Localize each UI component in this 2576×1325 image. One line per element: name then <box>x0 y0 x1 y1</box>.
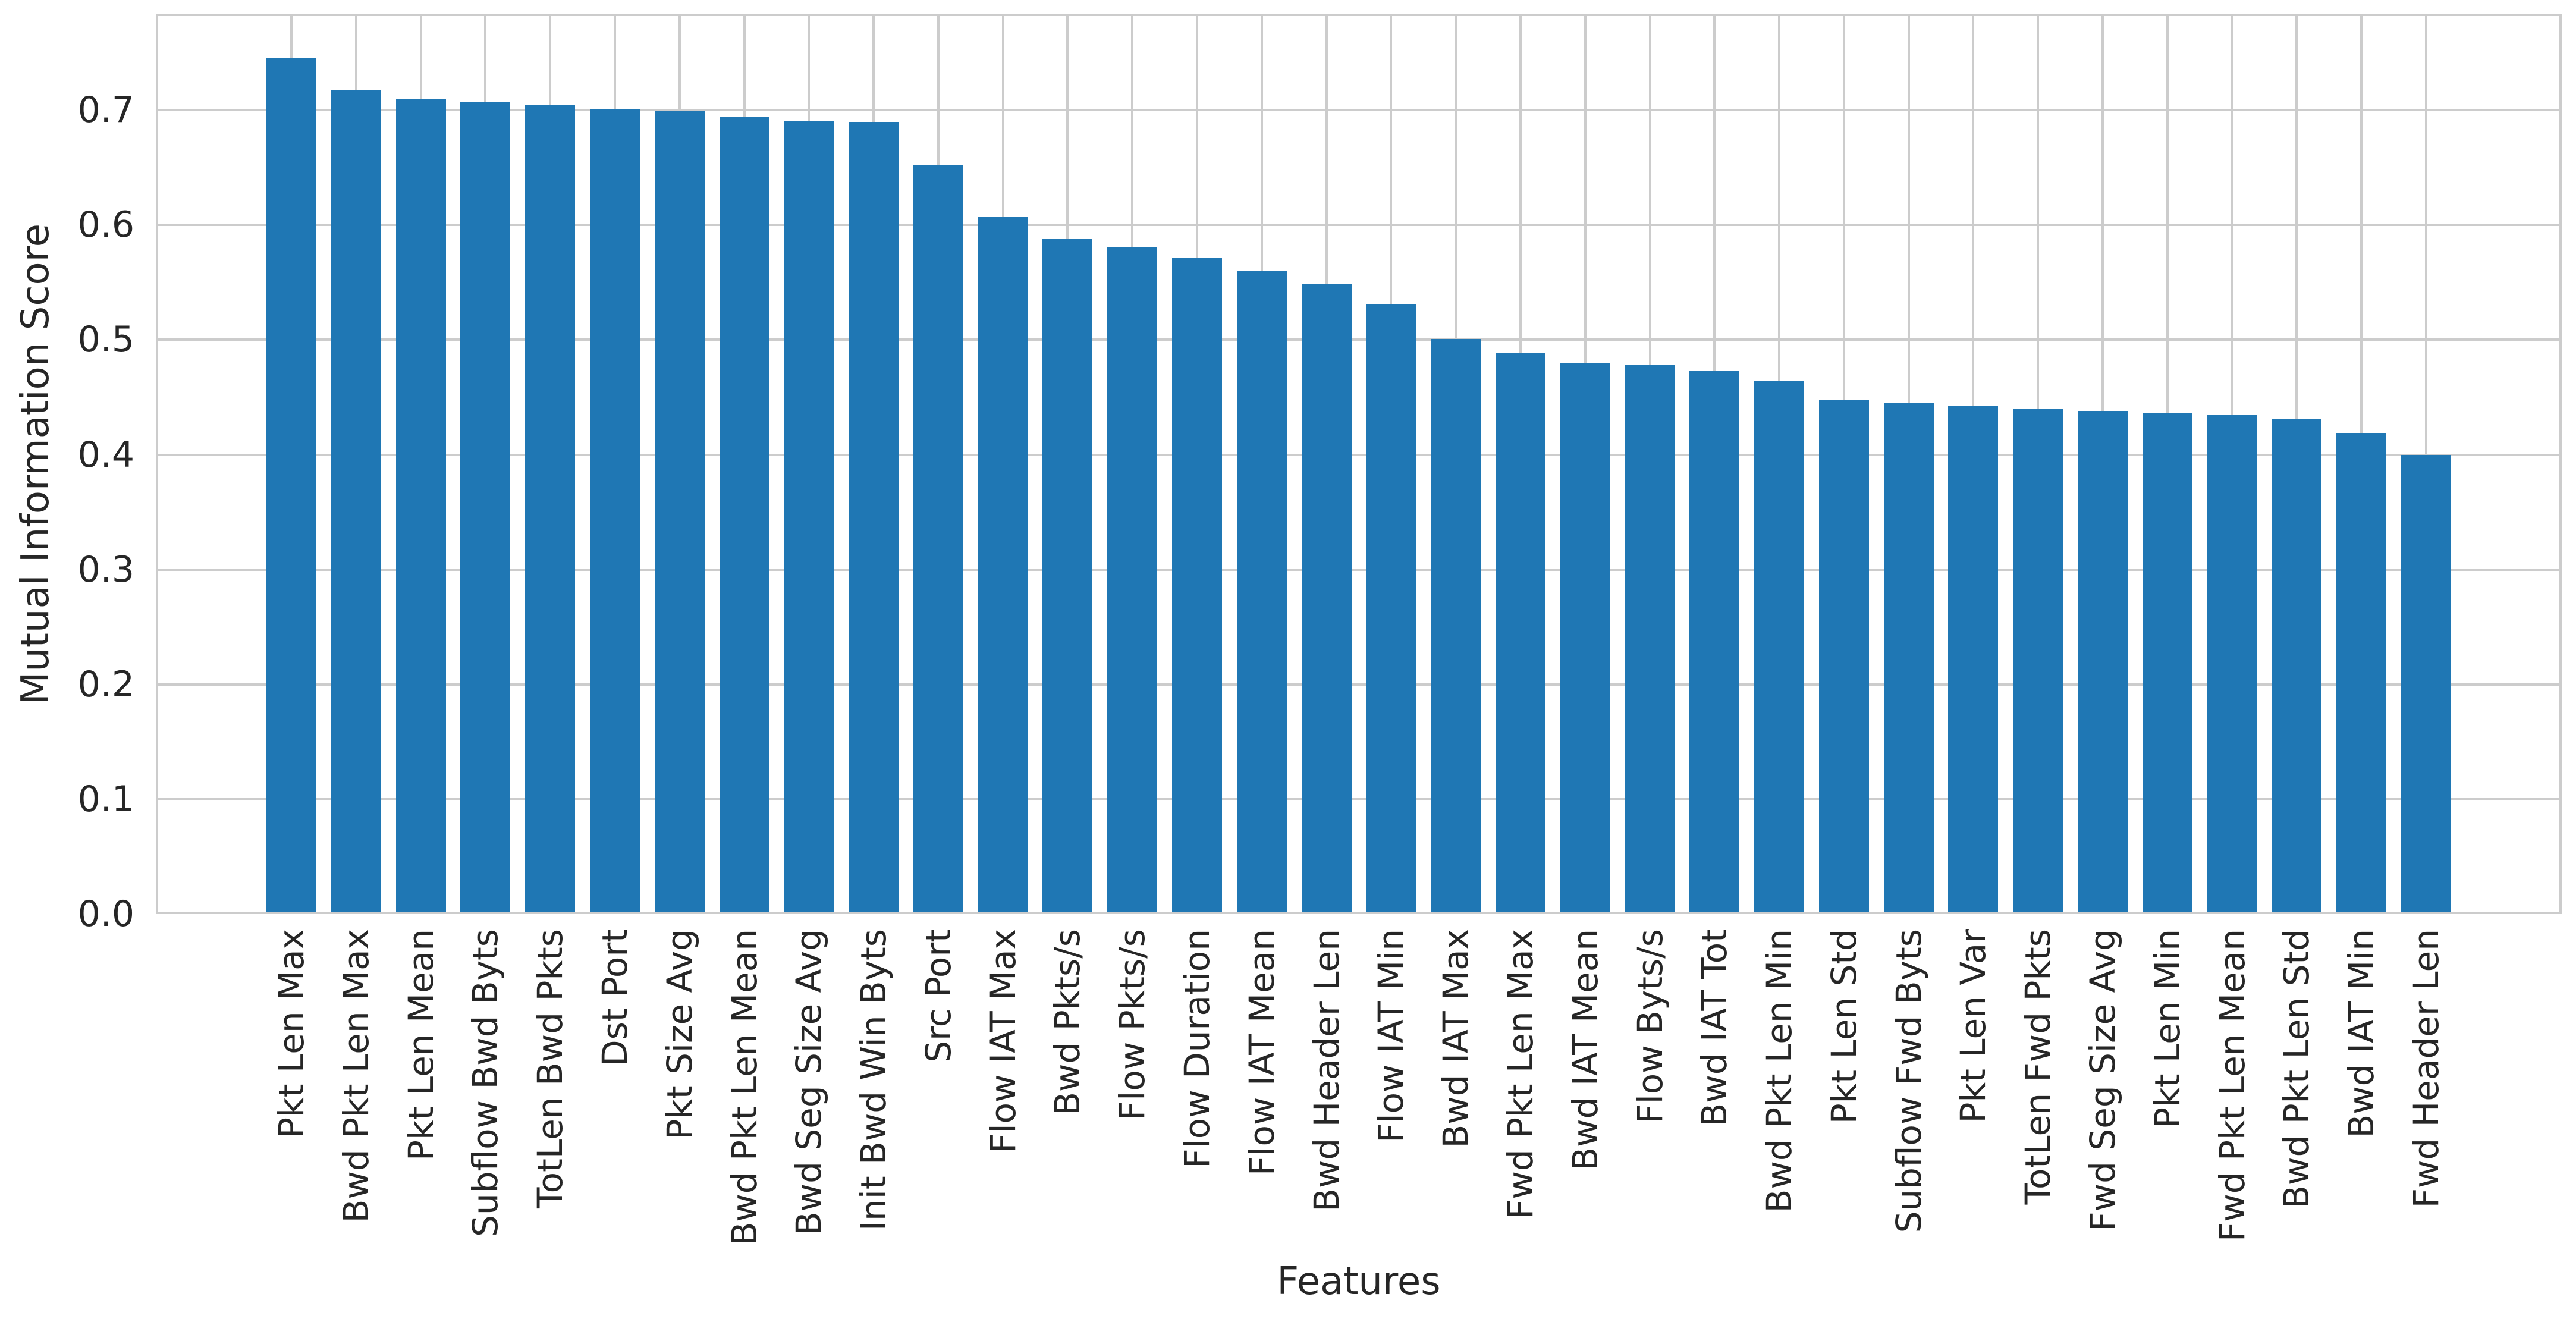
bar <box>2142 413 2192 914</box>
x-tick-label: Pkt Len Min <box>2147 929 2188 1128</box>
y-tick-label: 0.1 <box>77 778 134 820</box>
x-tick-label: Bwd Seg Size Avg <box>788 929 830 1236</box>
x-tick-label: Pkt Size Avg <box>659 929 700 1140</box>
bar <box>1107 247 1158 914</box>
x-tick-label: Flow IAT Mean <box>1241 929 1282 1176</box>
y-tick-label: 0.0 <box>77 893 134 935</box>
bar <box>2207 414 2257 914</box>
x-tick-label: Flow Duration <box>1177 929 1218 1169</box>
x-tick-label: Pkt Len Max <box>271 929 312 1138</box>
x-tick-label: Bwd Header Len <box>1306 929 1347 1212</box>
x-tick-label: Bwd IAT Max <box>1435 929 1477 1148</box>
x-tick-label: Bwd Pkt Len Min <box>1759 929 1800 1213</box>
x-tick-label: Flow Byts/s <box>1629 929 1670 1124</box>
bar <box>1625 365 1675 914</box>
y-tick-label: 0.6 <box>77 204 134 246</box>
x-tick-label: Pkt Len Std <box>1823 929 1864 1125</box>
x-tick-label: Dst Port <box>594 929 635 1067</box>
bar <box>1431 338 1481 914</box>
bar <box>266 58 316 914</box>
bar <box>784 120 834 914</box>
x-tick-label: Fwd Seg Size Avg <box>2082 929 2123 1232</box>
bar <box>1689 371 1740 914</box>
x-tick-label: Init Bwd Win Byts <box>853 929 894 1232</box>
y-gridline <box>156 109 2562 112</box>
bar <box>1366 304 1416 914</box>
x-tick-label: TotLen Fwd Pkts <box>2018 929 2059 1205</box>
bar <box>1301 283 1352 914</box>
bar <box>654 111 705 914</box>
y-tick-label: 0.5 <box>77 319 134 361</box>
x-axis-label: Features <box>1277 1260 1441 1304</box>
y-tick-label: 0.4 <box>77 434 134 476</box>
x-tick-label: Bwd Pkt Len Max <box>335 929 376 1223</box>
x-tick-label: Subflow Fwd Byts <box>1888 929 1929 1233</box>
x-tick-label: Bwd IAT Mean <box>1565 929 1606 1171</box>
x-tick-label: Subflow Bwd Byts <box>465 929 506 1237</box>
bar <box>2401 454 2451 914</box>
bar <box>1495 352 1545 914</box>
x-tick-label: Bwd Pkt Len Std <box>2276 929 2317 1209</box>
y-gridline <box>156 683 2562 686</box>
bar <box>525 104 576 914</box>
bar <box>331 90 381 914</box>
bar <box>1883 403 1934 914</box>
bar <box>1042 238 1093 914</box>
bar <box>1818 399 1869 914</box>
bar <box>978 216 1028 914</box>
y-gridline <box>156 568 2562 571</box>
bar <box>1236 271 1287 914</box>
x-tick-label: Flow Pkts/s <box>1112 929 1153 1121</box>
x-tick-label: Flow IAT Min <box>1371 929 1412 1143</box>
x-tick-label: Pkt Len Mean <box>400 929 441 1161</box>
bar <box>395 98 446 914</box>
bar <box>849 121 899 914</box>
x-tick-label: Flow IAT Max <box>982 929 1023 1153</box>
x-tick-label: Fwd Pkt Len Max <box>1500 929 1541 1219</box>
y-gridline <box>156 338 2562 341</box>
x-tick-label: Pkt Len Var <box>1953 929 1994 1123</box>
bar <box>1948 406 1999 914</box>
bar <box>2272 419 2322 914</box>
bar <box>460 102 511 914</box>
plot-border <box>156 14 2562 914</box>
bar <box>719 117 769 914</box>
y-gridline <box>156 797 2562 800</box>
x-tick-label: Bwd Pkts/s <box>1047 929 1088 1116</box>
bar <box>2078 411 2128 914</box>
bar <box>1172 258 1223 914</box>
bar <box>2013 409 2063 914</box>
bar <box>913 165 963 914</box>
y-tick-label: 0.2 <box>77 663 134 705</box>
bar <box>589 109 640 914</box>
x-tick-label: Fwd Header Len <box>2406 929 2446 1208</box>
y-gridline <box>156 453 2562 456</box>
bar <box>2336 432 2387 914</box>
x-tick-label: Bwd IAT Tot <box>1694 929 1735 1127</box>
y-tick-label: 0.3 <box>77 548 134 591</box>
bar <box>1560 363 1610 914</box>
y-gridline <box>156 224 2562 227</box>
x-tick-label: Bwd Pkt Len Mean <box>724 929 765 1246</box>
x-tick-label: Src Port <box>918 929 959 1063</box>
x-tick-label: TotLen Bwd Pkts <box>530 929 571 1208</box>
bar <box>1754 381 1805 914</box>
x-tick-label: Bwd IAT Min <box>2341 929 2382 1138</box>
x-tick-label: Fwd Pkt Len Mean <box>2211 929 2253 1242</box>
y-tick-label: 0.7 <box>77 89 134 131</box>
